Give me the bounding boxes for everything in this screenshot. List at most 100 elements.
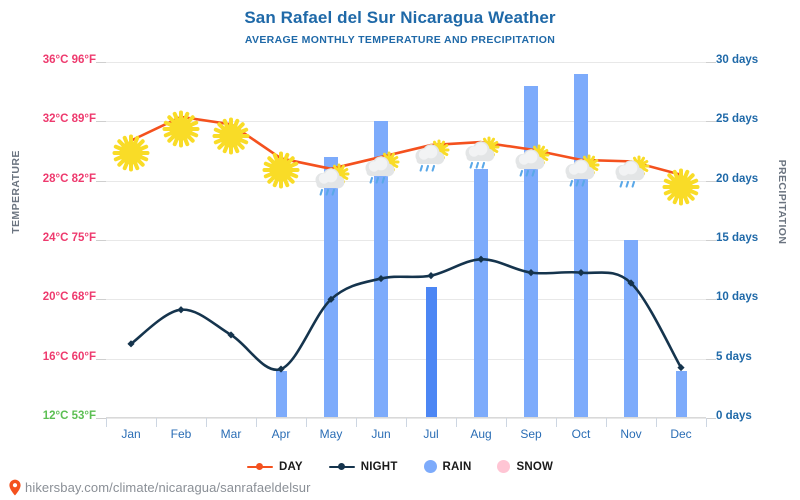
page-title: San Rafael del Sur Nicaragua Weather bbox=[244, 8, 556, 27]
sun-behind-rain-cloud-icon bbox=[508, 142, 554, 182]
sun-behind-rain-cloud-icon bbox=[608, 153, 654, 193]
legend-circle-swatch bbox=[497, 460, 511, 473]
month-separator bbox=[556, 418, 557, 427]
sun-behind-rain-cloud-icon bbox=[558, 152, 604, 192]
gridline bbox=[106, 358, 706, 360]
sun-behind-rain-cloud-icon bbox=[408, 137, 454, 177]
sun-icon bbox=[158, 109, 204, 149]
map-pin-icon bbox=[9, 479, 21, 496]
month-separator bbox=[156, 418, 157, 427]
temperature-tick-mark bbox=[96, 180, 106, 182]
sun-icon bbox=[258, 150, 304, 190]
chart-legend: DAY NIGHT RAIN SNOW bbox=[0, 460, 800, 473]
month-separator bbox=[206, 418, 207, 427]
temperature-tick-label: 28°C 82°F bbox=[42, 172, 96, 185]
legend-line-dot bbox=[255, 463, 263, 470]
gridline bbox=[106, 240, 706, 241]
month-label: Sep bbox=[520, 427, 542, 441]
rain-bar bbox=[675, 370, 687, 418]
temperature-tick-label: 32°C 89°F bbox=[42, 113, 96, 126]
month-separator bbox=[606, 418, 607, 427]
page-subtitle: AVERAGE MONTHLY TEMPERATURE AND PRECIPIT… bbox=[244, 34, 556, 46]
rain-bar bbox=[574, 73, 588, 418]
sun-behind-rain-cloud-icon bbox=[308, 161, 354, 201]
temperature-tick-label: 12°C 53°F bbox=[42, 410, 96, 422]
month-separator bbox=[656, 418, 657, 427]
precipitation-tick-label: 30 days bbox=[716, 54, 759, 66]
precipitation-tick-mark bbox=[706, 299, 716, 301]
gridline bbox=[106, 62, 706, 63]
x-axis-baseline bbox=[106, 417, 706, 418]
gridline bbox=[106, 299, 706, 301]
temperature-tick-mark bbox=[96, 62, 106, 63]
legend-label: NIGHT bbox=[360, 460, 398, 473]
legend-item[interactable]: DAY bbox=[246, 460, 303, 473]
legend-item[interactable]: SNOW bbox=[497, 460, 553, 473]
legend-label: SNOW bbox=[516, 460, 554, 473]
rain-bar bbox=[624, 240, 638, 418]
month-separator bbox=[256, 418, 257, 427]
month-label: Mar bbox=[220, 427, 242, 441]
temperature-tick-label: 36°C 96°F bbox=[42, 54, 96, 66]
month-label: Oct bbox=[571, 427, 591, 441]
month-separator bbox=[506, 418, 507, 427]
month-label: Apr bbox=[271, 427, 291, 441]
month-label: Jul bbox=[423, 427, 439, 441]
gridline bbox=[106, 180, 706, 182]
rain-bar bbox=[425, 287, 437, 418]
precipitation-tick-mark bbox=[706, 358, 716, 360]
month-label: Dec bbox=[670, 427, 692, 441]
precipitation-tick-label: 10 days bbox=[716, 291, 759, 304]
legend-line-swatch bbox=[246, 462, 273, 472]
precipitation-tick-label: 25 days bbox=[716, 113, 759, 126]
legend-label: DAY bbox=[278, 460, 303, 473]
sun-behind-rain-cloud-icon bbox=[458, 134, 504, 174]
legend-item[interactable]: NIGHT bbox=[328, 460, 398, 473]
precipitation-tick-label: 0 days bbox=[716, 410, 752, 422]
sun-icon bbox=[108, 133, 154, 173]
precipitation-tick-mark bbox=[706, 240, 716, 241]
month-label: May bbox=[319, 427, 343, 441]
precipitation-tick-mark bbox=[706, 62, 716, 63]
temperature-tick-label: 24°C 75°F bbox=[42, 232, 96, 244]
temperature-tick-label: 16°C 60°F bbox=[42, 350, 96, 363]
precipitation-tick-mark bbox=[706, 418, 716, 419]
precipitation-tick-mark bbox=[706, 121, 716, 123]
temperature-tick-label: 20°C 68°F bbox=[42, 291, 96, 304]
month-separator bbox=[456, 418, 457, 427]
month-separator bbox=[706, 418, 707, 427]
month-separator bbox=[106, 418, 107, 427]
precipitation-tick-mark bbox=[706, 180, 716, 182]
precipitation-tick-label: 20 days bbox=[716, 172, 759, 185]
month-label: Feb bbox=[170, 427, 192, 441]
rain-bar bbox=[474, 168, 488, 418]
sun-icon bbox=[658, 167, 704, 207]
legend-label: RAIN bbox=[442, 460, 472, 473]
month-label: Aug bbox=[470, 427, 492, 441]
legend-line-swatch bbox=[328, 462, 355, 472]
footer: hikersbay.com/climate/nicaragua/sanrafae… bbox=[8, 479, 311, 496]
precipitation-tick-label: 5 days bbox=[716, 350, 752, 363]
sun-behind-rain-cloud-icon bbox=[358, 149, 404, 189]
precipitation-tick-label: 15 days bbox=[716, 232, 759, 244]
month-separator bbox=[306, 418, 307, 427]
month-label: Jan bbox=[121, 427, 141, 441]
month-label: Jun bbox=[371, 427, 391, 441]
legend-circle-swatch bbox=[423, 460, 437, 473]
sun-icon bbox=[208, 116, 254, 156]
rain-bar bbox=[524, 85, 538, 418]
temperature-tick-mark bbox=[96, 299, 106, 301]
month-separator bbox=[356, 418, 357, 427]
rain-bar bbox=[275, 370, 287, 418]
legend-item[interactable]: RAIN bbox=[423, 460, 472, 473]
month-label: Nov bbox=[620, 427, 642, 441]
temperature-tick-mark bbox=[96, 121, 106, 123]
legend-line-dot bbox=[337, 463, 345, 470]
month-separator bbox=[406, 418, 407, 427]
precipitation-axis-title: PRECIPITATION bbox=[776, 159, 788, 245]
temperature-tick-mark bbox=[96, 418, 106, 419]
temperature-tick-mark bbox=[96, 358, 106, 360]
source-url: hikersbay.com/climate/nicaragua/sanrafae… bbox=[25, 480, 311, 495]
temperature-tick-mark bbox=[96, 240, 106, 241]
